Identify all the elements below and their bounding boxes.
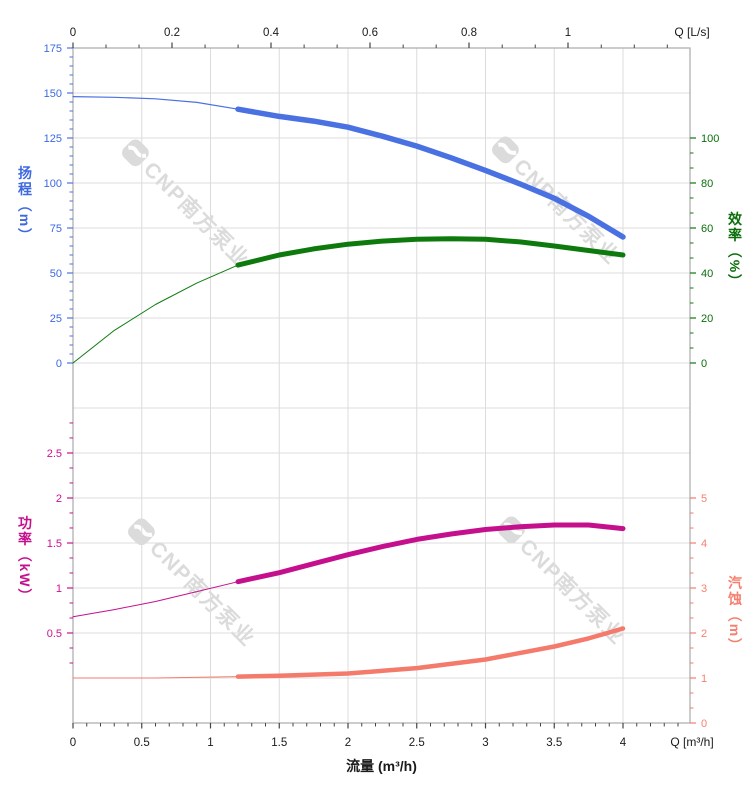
- power-tick-label: 2.5: [47, 448, 62, 460]
- efficiency-curve-thin: [72, 264, 239, 364]
- watermark-text: CNP南方泵业: [145, 536, 260, 651]
- eff-tick-label: 40: [701, 268, 713, 280]
- eff-tick-label: 0: [701, 358, 707, 370]
- head-tick-label: 50: [50, 268, 62, 280]
- plot-border: [72, 47, 691, 724]
- bottom-tick-label: 2: [345, 737, 351, 749]
- power-tick-label: 1: [56, 583, 62, 595]
- npsh-tick-label: 5: [701, 493, 707, 505]
- top-axis-unit-label: Q [L/s]: [674, 25, 709, 39]
- npsh-tick-label: 4: [701, 538, 707, 550]
- bottom-tick-label: 4: [620, 737, 627, 749]
- npsh-tick-label: 2: [701, 628, 707, 640]
- gridlines: [72, 47, 691, 724]
- x-axis-title: 流量 (m³/h): [346, 758, 417, 774]
- curves: [72, 96, 626, 679]
- bottom-x-axis: 0 0.5 1 1.5 2 2.5 3 3.5 4 Q [m³/h]: [70, 723, 714, 749]
- head-tick-label: 100: [44, 178, 62, 190]
- head-axis-title: 扬程（m）: [17, 165, 33, 245]
- efficiency-curve: [235, 236, 626, 268]
- power-axis: 0.5 1 1.5 2 2.5: [47, 422, 73, 664]
- npsh-axis: 0 1 2 3 4 5: [690, 493, 707, 730]
- head-axis: 0 25 50 75 100 125 150 175: [44, 43, 73, 370]
- top-tick-label: 0.2: [164, 27, 180, 39]
- watermark-text: CNP南方泵业: [139, 157, 254, 272]
- top-tick-label: 1: [565, 27, 571, 39]
- power-tick-label: 0.5: [47, 628, 62, 640]
- head-tick-label: 125: [44, 133, 62, 145]
- head-curve-thin: [72, 96, 239, 110]
- watermark: CNP南方泵业: [498, 516, 630, 649]
- bottom-tick-label: 0: [70, 737, 76, 749]
- watermark: CNP南方泵业: [122, 139, 254, 272]
- head-tick-label: 75: [50, 223, 62, 235]
- eff-tick-label: 60: [701, 223, 713, 235]
- eff-tick-label: 80: [701, 178, 713, 190]
- npsh-axis-title: 汽蚀（m）: [727, 575, 743, 655]
- npsh-tick-label: 1: [701, 673, 707, 685]
- npsh-curve-thin: [72, 676, 239, 679]
- bottom-tick-label: 3.5: [546, 737, 562, 749]
- bottom-tick-label: 0.5: [134, 737, 150, 749]
- bottom-axis-unit-label: Q [m³/h]: [670, 735, 713, 749]
- npsh-curve: [235, 626, 626, 679]
- npsh-tick-label: 3: [701, 583, 707, 595]
- power-tick-label: 1.5: [47, 538, 62, 550]
- head-tick-label: 175: [44, 43, 62, 55]
- head-tick-label: 0: [56, 358, 62, 370]
- top-tick-label: 0: [70, 27, 76, 39]
- power-curve: [235, 522, 626, 585]
- bottom-tick-label: 2.5: [409, 737, 425, 749]
- bottom-tick-label: 1: [207, 737, 213, 749]
- power-axis-title: 功率（kW）: [17, 515, 33, 605]
- eff-tick-label: 100: [701, 133, 719, 145]
- top-tick-label: 0.6: [362, 27, 378, 39]
- efficiency-axis-title: 效率（%）: [727, 211, 743, 291]
- npsh-tick-label: 0: [701, 718, 707, 730]
- top-tick-label: 0.8: [461, 27, 477, 39]
- eff-tick-label: 20: [701, 313, 713, 325]
- head-tick-label: 25: [50, 313, 62, 325]
- power-tick-label: 2: [56, 493, 62, 505]
- bottom-tick-label: 3: [482, 737, 488, 749]
- top-x-axis: 0 0.2 0.4 0.6 0.8 1 Q [L/s]: [70, 25, 710, 48]
- bottom-tick-label: 1.5: [271, 737, 287, 749]
- top-tick-label: 0.4: [263, 27, 280, 39]
- eff-axis: 0 20 40 60 80 100: [690, 133, 719, 370]
- head-curve: [235, 106, 626, 240]
- head-tick-label: 150: [44, 88, 62, 100]
- power-curve-thin: [72, 581, 239, 618]
